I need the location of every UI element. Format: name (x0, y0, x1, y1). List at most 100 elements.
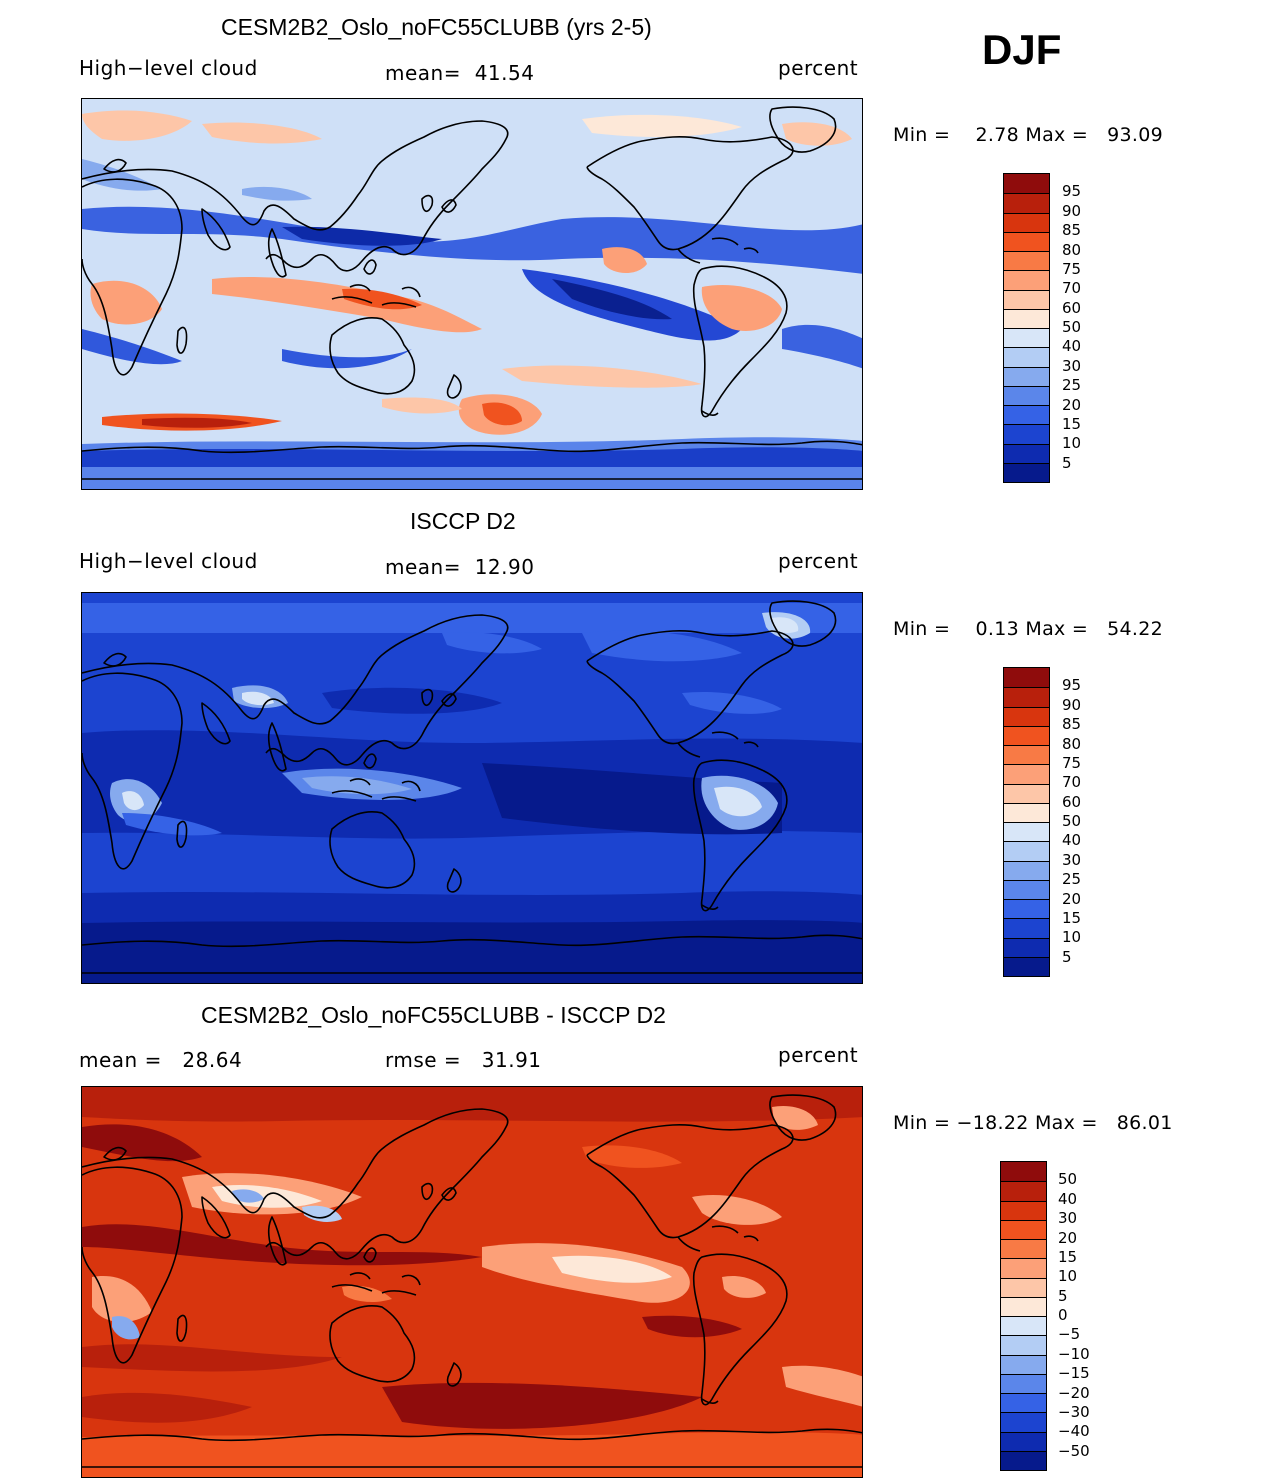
colorbar-swatch (1004, 366, 1049, 386)
colorbar-swatch (1004, 841, 1049, 861)
colorbar-swatch (1004, 385, 1049, 405)
colorbar-swatch (1004, 687, 1049, 707)
colorbar-swatch (1004, 918, 1049, 938)
colorbar-swatch (1004, 347, 1049, 367)
colorbar-swatch (1004, 725, 1049, 745)
colorbar-swatch (1004, 879, 1049, 899)
colorbar-swatch (1004, 231, 1049, 251)
colorbar-tick-label: −20 (1058, 1383, 1090, 1402)
colorbar-tick-label: 15 (1058, 1247, 1078, 1266)
colorbar-tick-label: 95 (1062, 676, 1082, 695)
colorbar-swatch (1004, 706, 1049, 726)
panel2-variable-label: High−level cloud (79, 549, 258, 573)
colorbar-tick-label: 0 (1058, 1306, 1068, 1324)
colorbar-swatch (1004, 802, 1049, 822)
panel1-units-label: percent (778, 56, 859, 80)
colorbar-tick-label: −40 (1058, 1422, 1090, 1441)
panel2-map (81, 592, 863, 984)
colorbar-swatch (1004, 424, 1049, 444)
panel3-units-label: percent (778, 1043, 859, 1067)
colorbar-swatch (1004, 783, 1049, 803)
colorbar-swatch (1004, 270, 1049, 290)
colorbar-tick-label: 30 (1062, 356, 1082, 375)
colorbar-swatch (1004, 193, 1049, 213)
colorbar-swatch (1004, 956, 1049, 976)
colorbar-tick-label: 15 (1062, 908, 1082, 927)
panel1-title: CESM2B2_Oslo_noFC55CLUBB (yrs 2-5) (221, 14, 652, 40)
colorbar-swatch (1004, 328, 1049, 348)
colorbar-swatch (1001, 1335, 1046, 1355)
colorbar-tick-label: 75 (1062, 753, 1082, 772)
colorbar-tick-label: 10 (1062, 928, 1082, 947)
colorbar-tick-label: −15 (1058, 1364, 1090, 1383)
colorbar-tick-label: 80 (1062, 734, 1082, 753)
panel1-minmax: Min = 2.78 Max = 93.09 (893, 124, 1164, 146)
colorbar-tick-label: 80 (1062, 240, 1082, 259)
colorbar-swatch (1004, 937, 1049, 957)
panel1-colorbar (1003, 173, 1050, 483)
colorbar-swatch (1001, 1258, 1046, 1278)
colorbar-swatch (1004, 745, 1049, 765)
panel3-mean-label: mean = 28.64 (79, 1048, 243, 1072)
colorbar-tick-label: 70 (1062, 279, 1082, 298)
colorbar-tick-label: 20 (1062, 889, 1082, 908)
colorbar-tick-label: 20 (1062, 395, 1082, 414)
colorbar-tick-label: 40 (1062, 337, 1082, 356)
colorbar-tick-label: 15 (1062, 414, 1082, 433)
colorbar-tick-label: 50 (1062, 318, 1082, 336)
colorbar-swatch (1001, 1316, 1046, 1336)
colorbar-swatch (1001, 1219, 1046, 1239)
colorbar-tick-label: 30 (1062, 850, 1082, 869)
colorbar-tick-label: −50 (1058, 1441, 1090, 1460)
colorbar-tick-label: 50 (1058, 1170, 1078, 1189)
colorbar-swatch (1004, 899, 1049, 919)
colorbar-tick-label: 10 (1062, 434, 1082, 453)
colorbar-tick-label: −30 (1058, 1402, 1090, 1421)
colorbar-tick-label: 25 (1062, 376, 1082, 395)
panel2-mean-label: mean= 12.90 (385, 555, 535, 579)
panel2-units-label: percent (778, 549, 859, 573)
colorbar-swatch (1001, 1200, 1046, 1220)
colorbar-swatch (1001, 1277, 1046, 1297)
colorbar-swatch (1004, 174, 1049, 194)
panel3-rmse-label: rmse = 31.91 (385, 1048, 542, 1072)
colorbar-swatch (1001, 1393, 1046, 1413)
colorbar-tick-label: 5 (1062, 453, 1072, 472)
colorbar-swatch (1004, 405, 1049, 425)
colorbar-swatch (1004, 764, 1049, 784)
panel2-minmax: Min = 0.13 Max = 54.22 (893, 618, 1164, 640)
colorbar-swatch (1004, 308, 1049, 328)
colorbar-swatch (1001, 1354, 1046, 1374)
panel3-minmax: Min = −18.22 Max = 86.01 (893, 1112, 1173, 1134)
panel1-map (81, 98, 863, 490)
colorbar-tick-label: 90 (1062, 695, 1082, 714)
colorbar-swatch (1001, 1431, 1046, 1451)
colorbar-tick-label: 50 (1062, 812, 1082, 830)
colorbar-swatch (1001, 1450, 1046, 1470)
colorbar-tick-label: 60 (1062, 298, 1082, 317)
colorbar-tick-label: 85 (1062, 715, 1082, 734)
colorbar-tick-label: 95 (1062, 182, 1082, 201)
colorbar-tick-label: 60 (1062, 792, 1082, 811)
colorbar-tick-label: 75 (1062, 259, 1082, 278)
colorbar-swatch (1001, 1373, 1046, 1393)
colorbar-swatch (1004, 860, 1049, 880)
colorbar-swatch (1001, 1239, 1046, 1259)
season-label: DJF (982, 26, 1062, 73)
colorbar-tick-label: 40 (1058, 1189, 1078, 1208)
panel2-colorbar (1003, 667, 1050, 977)
colorbar-tick-label: −10 (1058, 1344, 1090, 1363)
colorbar-swatch (1004, 212, 1049, 232)
colorbar-swatch (1004, 668, 1049, 688)
colorbar-swatch (1001, 1296, 1046, 1316)
colorbar-swatch (1004, 251, 1049, 271)
panel3-colorbar (1000, 1161, 1047, 1471)
panel1-mean-label: mean= 41.54 (385, 61, 535, 85)
panel2-title: ISCCP D2 (410, 508, 516, 534)
colorbar-tick-label: 25 (1062, 870, 1082, 889)
colorbar-tick-label: 20 (1058, 1228, 1078, 1247)
colorbar-tick-label: 70 (1062, 773, 1082, 792)
colorbar-swatch (1004, 822, 1049, 842)
colorbar-tick-label: −5 (1058, 1325, 1081, 1344)
panel1-variable-label: High−level cloud (79, 56, 258, 80)
